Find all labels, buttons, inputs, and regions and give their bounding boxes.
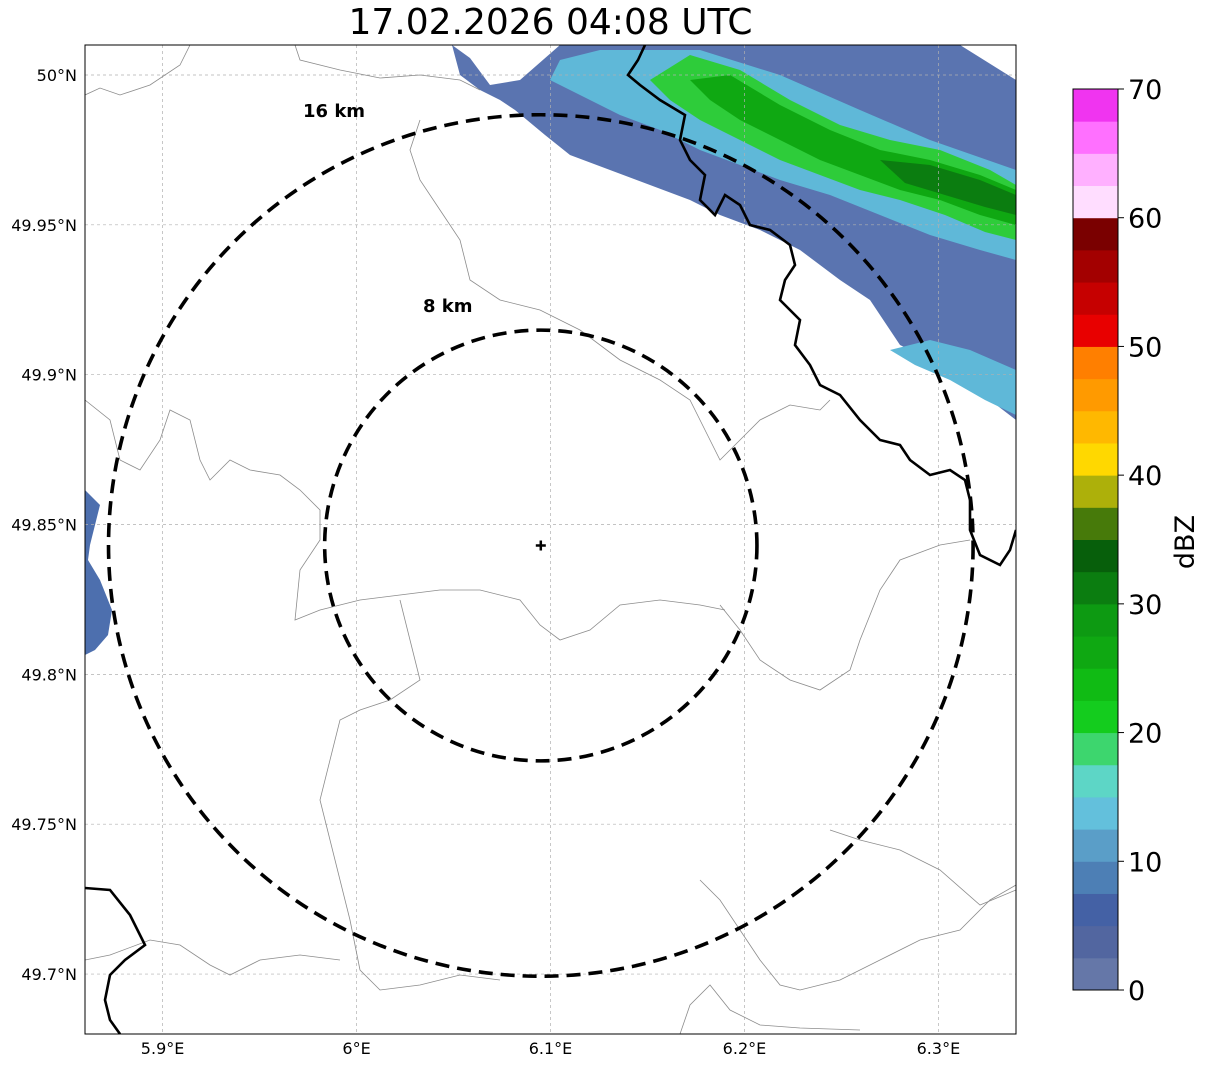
colorbar-frame: [1072, 88, 1119, 991]
admin-border-i: [829, 829, 1016, 906]
x-tick-label: 5.9°E: [141, 1039, 185, 1058]
colorbar-segment: [1073, 668, 1118, 701]
colorbar-segment: [1073, 346, 1118, 380]
admin-border-g: [85, 939, 341, 976]
y-tick-label: 49.75°N: [11, 815, 77, 834]
x-tick-label: 6°E: [342, 1039, 370, 1058]
colorbar-segment: [1073, 603, 1118, 637]
x-tick-label: 6.3°E: [917, 1039, 961, 1058]
admin-border-a: [85, 45, 191, 96]
national-border-east: [626, 45, 1016, 567]
colorbar-segment: [1073, 893, 1118, 927]
colorbar-segment: [1073, 636, 1118, 669]
national-borders: [85, 45, 1016, 1034]
colorbar-tick-label: 60: [1128, 204, 1162, 235]
colorbar-tick-label: 30: [1128, 590, 1162, 621]
admin-border-d: [85, 399, 726, 641]
colorbar-tick-label: 20: [1128, 719, 1162, 750]
admin-border-h: [699, 879, 1016, 991]
colorbar-segment: [1073, 217, 1118, 251]
colorbar-segment: [1073, 378, 1118, 412]
colorbar-segment: [1073, 153, 1118, 187]
x-tick-label: 6.1°E: [529, 1039, 573, 1058]
colorbar-segment: [1073, 282, 1118, 315]
admin-border-b: [294, 45, 481, 91]
admin-border-f: [319, 599, 501, 991]
colorbar: [1072, 88, 1119, 991]
admin-border-e: [719, 539, 971, 691]
y-tick-labels: 49.7°N 49.75°N 49.8°N 49.85°N 49.9°N 49.95°N 5…: [11, 66, 77, 984]
admin-borders: [85, 45, 1016, 1034]
colorbar-segment: [1073, 732, 1118, 766]
colorbar-tick-label: 0: [1128, 976, 1145, 1007]
range-rings: [106, 112, 975, 979]
range-ring-16km: [106, 112, 975, 979]
echo-band-lower-light: [890, 340, 1016, 415]
range-ring-8km: [322, 328, 759, 763]
colorbar-segment: [1073, 249, 1118, 283]
map-frame: [84, 44, 1017, 1035]
colorbar-tick-label: 50: [1128, 332, 1162, 363]
colorbar-segment: [1073, 121, 1118, 154]
y-tick-label: 49.7°N: [21, 965, 77, 984]
colorbar-segment: [1073, 957, 1118, 991]
colorbar-segment: [1073, 442, 1118, 476]
echo-west-edge: [85, 490, 112, 655]
colorbar-segment: [1073, 700, 1118, 734]
colorbar-segment: [1073, 829, 1118, 862]
colorbar-tick-labels: 0 10 20 30 40 50 60 70: [1118, 75, 1162, 1007]
colorbar-segment: [1073, 314, 1118, 347]
colorbar-segment: [1073, 89, 1118, 122]
y-tick-label: 49.85°N: [11, 516, 77, 535]
colorbar-segment: [1073, 539, 1118, 573]
colorbar-segment: [1073, 796, 1118, 830]
national-border-southwest: [85, 886, 147, 1034]
colorbar-segment: [1073, 571, 1118, 605]
chart-title: 17.02.2026 04:08 UTC: [348, 2, 753, 43]
colorbar-tick-label: 40: [1128, 461, 1162, 492]
colorbar-segment: [1073, 861, 1118, 894]
x-tick-labels: 5.9°E 6°E 6.1°E 6.2°E 6.3°E: [141, 1039, 960, 1058]
colorbar-segment: [1073, 764, 1118, 798]
y-tick-label: 49.9°N: [21, 366, 77, 385]
y-tick-label: 49.8°N: [21, 665, 77, 684]
colorbar-tick-label: 10: [1128, 847, 1162, 878]
colorbar-segment: [1073, 185, 1118, 219]
admin-border-c: [409, 119, 831, 461]
ring-label-8km: 8 km: [423, 296, 473, 317]
echo-band-dark-core: [880, 160, 1016, 215]
colorbar-segment: [1073, 507, 1118, 540]
y-tick-label: 50°N: [37, 66, 77, 85]
colorbar-tick-label: 70: [1128, 75, 1162, 106]
ring-label-16km: 16 km: [303, 101, 365, 122]
admin-border-j: [679, 984, 861, 1034]
radar-center-marker: [535, 540, 546, 551]
y-tick-label: 49.95°N: [11, 216, 77, 235]
graticule: [85, 45, 1016, 1034]
colorbar-segment: [1073, 410, 1118, 444]
precipitation-layer: [85, 45, 1016, 655]
x-tick-label: 6.2°E: [723, 1039, 767, 1058]
colorbar-label: dBZ: [1170, 515, 1201, 569]
colorbar-segment: [1073, 925, 1118, 959]
colorbar-segment: [1073, 475, 1118, 508]
